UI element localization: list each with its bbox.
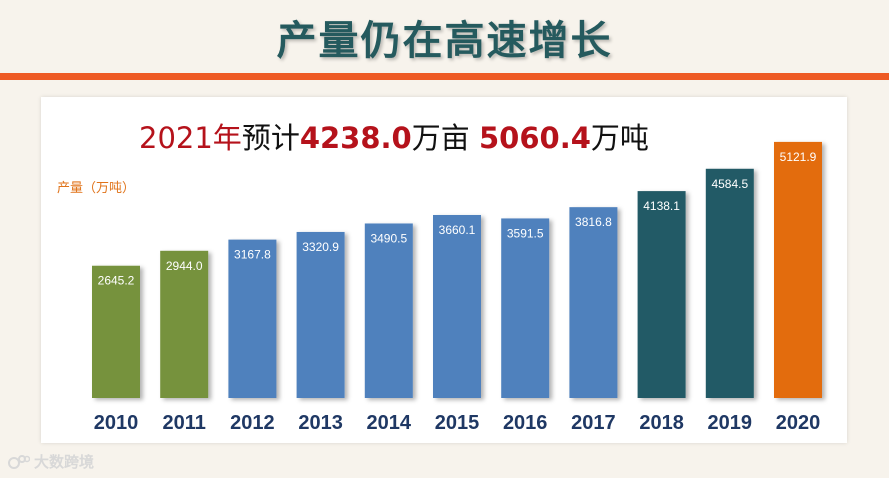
data-label-2012: 3167.8 — [234, 248, 271, 262]
watermark-text: 大数跨境 — [34, 453, 95, 471]
watermark: 大数跨境 — [8, 451, 94, 472]
x-tick-2019: 2019 — [708, 412, 753, 434]
x-tick-2014: 2014 — [367, 412, 412, 434]
data-label-2015: 3660.1 — [439, 223, 476, 237]
data-label-2011: 2944.0 — [166, 259, 203, 273]
headline-area-value: 4238.0 — [299, 121, 412, 155]
bar-2011 — [160, 250, 209, 398]
bar-2017 — [569, 207, 618, 398]
data-label-2019: 4584.5 — [711, 177, 748, 191]
x-tick-2015: 2015 — [435, 412, 480, 434]
x-tick-2018: 2018 — [639, 412, 684, 434]
data-label-2020: 5121.9 — [780, 150, 817, 164]
data-label-2016: 3591.5 — [507, 226, 544, 240]
headline-year: 2021年 — [139, 121, 242, 155]
data-label-2018: 4138.1 — [643, 199, 680, 213]
header-divider — [0, 73, 889, 80]
x-tick-2020: 2020 — [776, 412, 821, 434]
headline-predict: 预计 — [241, 121, 300, 155]
x-tick-2016: 2016 — [503, 412, 548, 434]
watermark-logo-icon — [8, 455, 30, 469]
x-tick-2010: 2010 — [94, 412, 139, 434]
data-label-2010: 2645.2 — [98, 274, 135, 288]
bar-2020 — [774, 141, 822, 398]
bar-2018 — [637, 191, 686, 398]
bar-2019 — [705, 168, 754, 398]
y-axis-label: 产量（万吨） — [57, 181, 136, 196]
x-tick-2013: 2013 — [298, 412, 343, 434]
headline: 2021年预计4238.0万亩 5060.4万吨 — [139, 115, 649, 157]
bar-2012 — [228, 239, 277, 398]
bar-2010 — [92, 265, 140, 398]
x-tick-2011: 2011 — [163, 412, 206, 434]
headline-output-value: 5060.4 — [478, 121, 591, 155]
data-label-2013: 3320.9 — [302, 240, 339, 254]
data-label-2014: 3490.5 — [370, 231, 407, 245]
x-tick-2017: 2017 — [571, 412, 616, 434]
bar-2016 — [501, 218, 550, 398]
bar-2013 — [296, 231, 345, 398]
headline-area-unit: 万亩 — [411, 121, 470, 155]
headline-output-unit: 万吨 — [590, 121, 649, 155]
page-title: 产量仍在高速增长 — [276, 18, 613, 64]
x-tick-2012: 2012 — [230, 412, 275, 434]
header: 产量仍在高速增长 — [0, 0, 889, 72]
bar-2015 — [433, 214, 481, 398]
data-label-2017: 3816.8 — [575, 215, 612, 229]
bar-2014 — [364, 223, 413, 398]
